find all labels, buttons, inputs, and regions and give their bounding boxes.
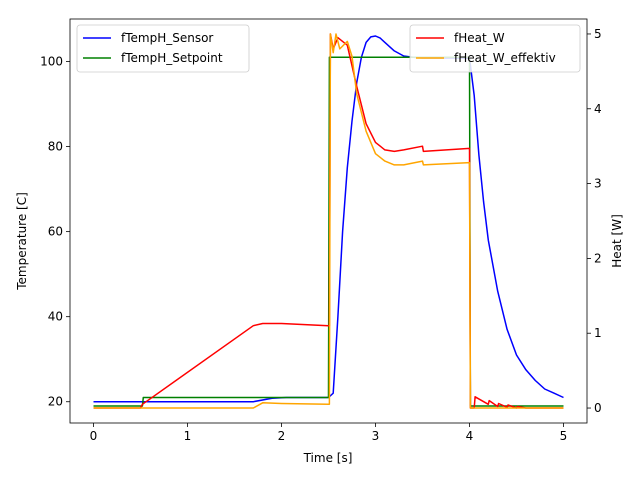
x-tick-label: 5 <box>560 429 568 443</box>
x-tick-label: 2 <box>278 429 286 443</box>
x-tick-label: 0 <box>90 429 98 443</box>
axes: 0 1 2 3 4 5 20 40 60 80 100 0 1 2 3 4 5 <box>40 18 602 443</box>
series-line-ftemph-setpoint <box>93 56 564 407</box>
y-right-tick-label: 4 <box>594 102 602 116</box>
y-left-tick-label: 80 <box>48 140 63 154</box>
x-tick-label: 3 <box>372 429 380 443</box>
x-axis-label: Time [s] <box>303 451 353 465</box>
series-line-ftemph-sensor <box>93 35 564 403</box>
plot-area <box>93 33 564 409</box>
y-right-tick-label: 5 <box>594 27 602 41</box>
y-axis-left-label: Temperature [C] <box>15 192 29 291</box>
y-right-tick-label: 1 <box>594 326 602 340</box>
x-tick-label: 1 <box>184 429 192 443</box>
legend-left <box>76 24 250 73</box>
y-left-tick-label: 40 <box>48 310 63 324</box>
legend-entry-label: fHeat_W <box>454 31 505 45</box>
legend-entry-label: fHeat_W_effektiv <box>454 51 556 65</box>
y-right-tick-label: 0 <box>594 401 602 415</box>
series-line-fheat-w <box>93 33 564 409</box>
legends: fTempH_Sensor fTempH_Setpoint fHeat_W fHeat… <box>76 24 581 73</box>
legend-entry-label: fTempH_Sensor <box>121 31 213 45</box>
y-left-tick-label: 60 <box>48 225 63 239</box>
plot-frame <box>69 18 588 424</box>
y-left-tick-label: 20 <box>48 395 63 409</box>
y-axis-right-label: Heat [W] <box>610 214 624 268</box>
legend-right <box>409 24 581 73</box>
series-line-fheat-w-effektiv <box>93 33 564 409</box>
x-tick-label: 4 <box>466 429 474 443</box>
legend-entry-label: fTempH_Setpoint <box>121 51 223 65</box>
y-left-tick-label: 100 <box>40 55 63 69</box>
y-right-tick-label: 2 <box>594 251 602 265</box>
y-right-tick-label: 3 <box>594 177 602 191</box>
